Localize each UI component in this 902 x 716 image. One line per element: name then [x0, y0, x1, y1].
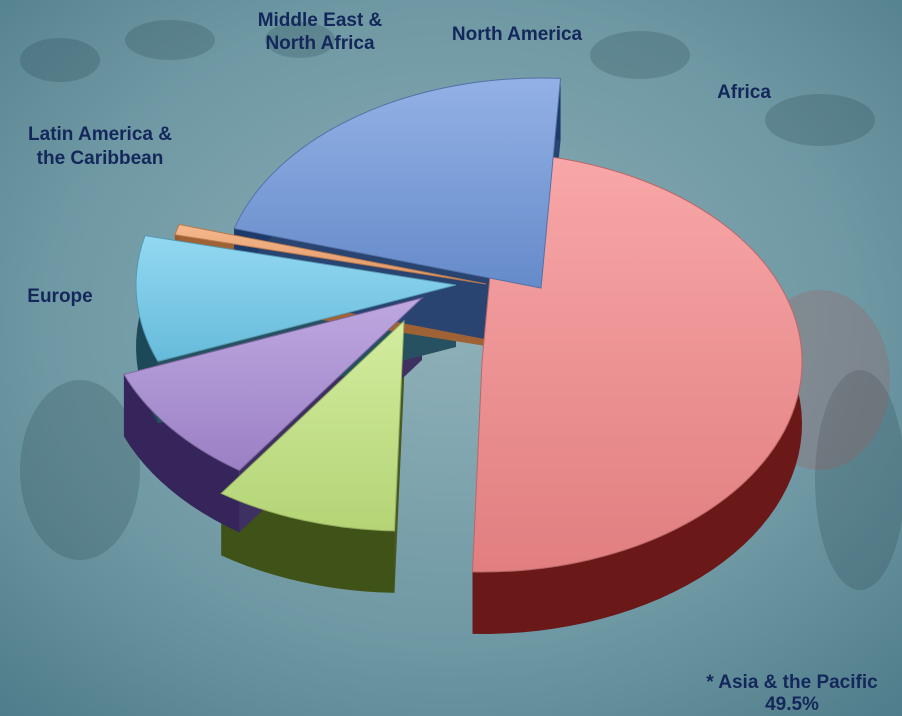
- pie-slice-0: [471, 151, 803, 573]
- pie-slice-4: [174, 223, 487, 285]
- pie-slice-1: [220, 319, 405, 532]
- slice-label-4: North America: [452, 24, 583, 45]
- slice-label-2: Latin America & the Caribbean: [28, 124, 172, 169]
- slice-label-0: * Asia & the Pacific 49.5%: [706, 672, 878, 715]
- slice-label-5: Africa: [717, 82, 771, 103]
- pie-slice-2: [123, 297, 424, 471]
- pie-slice-3: [135, 235, 457, 362]
- slice-label-1: Europe: [27, 286, 92, 307]
- pie-slice-5: [233, 77, 562, 289]
- slice-label-3: Middle East & North Africa: [258, 10, 383, 54]
